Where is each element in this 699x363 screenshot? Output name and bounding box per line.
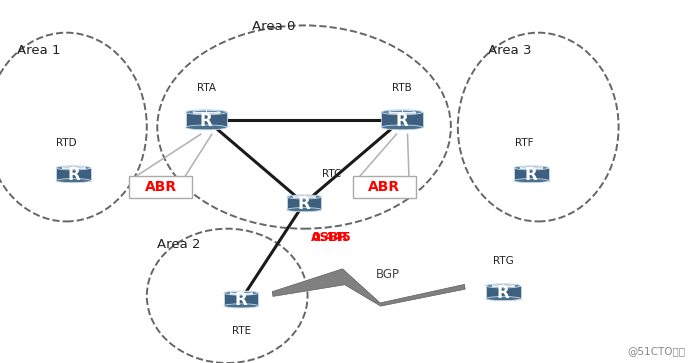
Ellipse shape	[287, 208, 322, 212]
Text: Area 2: Area 2	[157, 238, 201, 251]
Ellipse shape	[514, 179, 549, 183]
Text: Area 3: Area 3	[488, 44, 531, 57]
Text: RTC: RTC	[322, 168, 341, 179]
Ellipse shape	[287, 195, 322, 199]
FancyBboxPatch shape	[486, 286, 521, 299]
Text: Area 0: Area 0	[252, 20, 295, 33]
Text: R: R	[525, 166, 538, 184]
Ellipse shape	[382, 110, 422, 115]
Text: R: R	[396, 111, 408, 130]
Polygon shape	[273, 269, 465, 306]
Ellipse shape	[224, 304, 259, 308]
Text: Area 1: Area 1	[17, 44, 61, 57]
FancyBboxPatch shape	[382, 112, 422, 127]
Ellipse shape	[186, 125, 226, 130]
FancyBboxPatch shape	[56, 168, 91, 181]
Text: R: R	[67, 166, 80, 184]
Text: @51CTO博客: @51CTO博客	[627, 346, 685, 356]
FancyBboxPatch shape	[353, 176, 416, 198]
Text: ABR: ABR	[145, 180, 177, 194]
Text: R: R	[497, 284, 510, 302]
Text: R: R	[200, 111, 212, 130]
Text: RTE: RTE	[231, 326, 251, 336]
Text: RTF: RTF	[515, 138, 533, 148]
Ellipse shape	[514, 166, 549, 170]
FancyBboxPatch shape	[514, 168, 549, 181]
Ellipse shape	[56, 166, 91, 170]
Ellipse shape	[186, 110, 226, 115]
Ellipse shape	[486, 284, 521, 288]
Ellipse shape	[56, 179, 91, 183]
FancyBboxPatch shape	[129, 176, 192, 198]
Ellipse shape	[382, 125, 422, 130]
Text: RTB: RTB	[392, 82, 412, 93]
Text: ABR: ABR	[368, 180, 401, 194]
FancyBboxPatch shape	[224, 293, 259, 306]
Text: BGP: BGP	[376, 268, 400, 281]
Text: R: R	[235, 291, 247, 309]
Text: R: R	[298, 195, 310, 213]
Text: 0.445: 0.445	[311, 231, 351, 244]
FancyBboxPatch shape	[287, 197, 322, 210]
Text: RTD: RTD	[56, 138, 77, 148]
Text: ASBR: ASBR	[311, 231, 349, 244]
Ellipse shape	[486, 297, 521, 301]
Ellipse shape	[224, 291, 259, 295]
Text: RTG: RTG	[493, 256, 514, 266]
Text: RTA: RTA	[196, 82, 216, 93]
FancyBboxPatch shape	[186, 112, 226, 127]
